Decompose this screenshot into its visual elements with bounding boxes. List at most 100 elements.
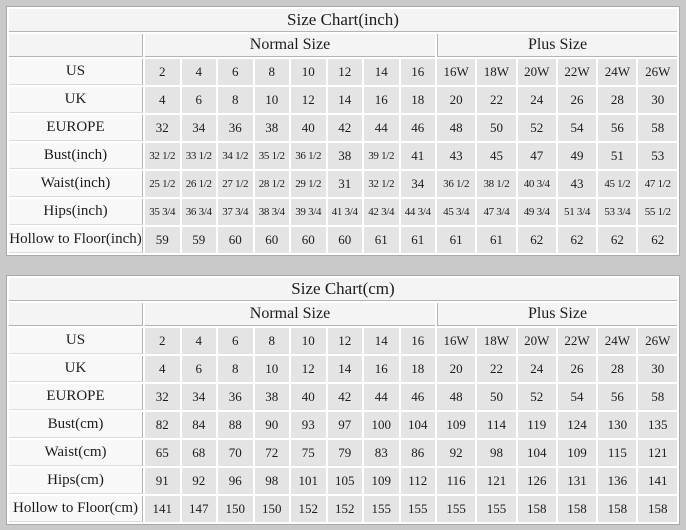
- size-cell: 48: [437, 384, 476, 410]
- size-cell: 24: [517, 356, 556, 382]
- size-cell: 150: [254, 496, 289, 522]
- size-cell: 126: [517, 468, 556, 494]
- size-cell: 59: [145, 227, 180, 253]
- size-cell: 53 3/4: [598, 199, 637, 225]
- size-cell: 8: [218, 356, 253, 382]
- size-cell: 155: [477, 496, 516, 522]
- size-cell: 52: [517, 115, 556, 141]
- size-cell: 50: [477, 384, 516, 410]
- size-cell: 104: [400, 412, 435, 438]
- size-cell: 124: [557, 412, 597, 438]
- size-cell: 155: [400, 496, 435, 522]
- size-cell: 28 1/2: [254, 171, 289, 197]
- size-cell: 121: [638, 440, 677, 466]
- row-label: Waist(cm): [9, 440, 143, 466]
- size-cell: 46: [400, 115, 435, 141]
- size-cell: 14: [364, 59, 399, 85]
- size-cell: 14: [327, 87, 362, 113]
- size-cell: 30: [638, 87, 677, 113]
- row-label: EUROPE: [9, 384, 143, 410]
- size-cell: 61: [477, 227, 516, 253]
- size-cell: 43: [557, 171, 597, 197]
- size-cell: 119: [517, 412, 556, 438]
- size-cell: 12: [291, 356, 326, 382]
- size-cell: 26: [557, 87, 597, 113]
- group-header-row: Normal Size Plus Size: [9, 34, 677, 57]
- size-cell: 38: [254, 384, 289, 410]
- size-cell: 14: [364, 328, 399, 354]
- row-label: EUROPE: [9, 115, 143, 141]
- row-label: Bust(inch): [9, 143, 143, 169]
- size-cell: 72: [254, 440, 289, 466]
- row-label: UK: [9, 87, 143, 113]
- size-cell: 32: [145, 115, 180, 141]
- table-row: Bust(cm) 82 84 88 90 93 97 100 104 109 114 119 124 13…: [9, 412, 677, 438]
- size-cell: 84: [181, 412, 216, 438]
- size-cell: 25 1/2: [145, 171, 180, 197]
- size-cell: 36 3/4: [181, 199, 216, 225]
- size-cell: 86: [400, 440, 435, 466]
- size-cell: 16: [364, 87, 399, 113]
- group-header-row: Normal Size Plus Size: [9, 303, 677, 326]
- size-cell: 20W: [517, 59, 556, 85]
- size-cell: 10: [254, 87, 289, 113]
- size-cell: 152: [327, 496, 362, 522]
- size-cell: 48: [437, 115, 476, 141]
- size-cell: 44 3/4: [400, 199, 435, 225]
- size-cell: 31: [327, 171, 362, 197]
- size-cell: 98: [477, 440, 516, 466]
- size-cell: 62: [557, 227, 597, 253]
- size-cell: 91: [145, 468, 180, 494]
- normal-size-header: Normal Size: [145, 34, 435, 57]
- size-cell: 45 1/2: [598, 171, 637, 197]
- size-cell: 4: [145, 356, 180, 382]
- size-cell: 39 1/2: [364, 143, 399, 169]
- size-cell: 10: [254, 356, 289, 382]
- size-cell: 49: [557, 143, 597, 169]
- size-cell: 62: [638, 227, 677, 253]
- table-row: Bust(inch) 32 1/2 33 1/2 34 1/2 35 1/2 36 1/2…: [9, 143, 677, 169]
- size-cell: 51 3/4: [557, 199, 597, 225]
- size-cell: 8: [254, 59, 289, 85]
- size-cell: 27 1/2: [218, 171, 253, 197]
- size-cell: 4: [181, 59, 216, 85]
- size-cell: 158: [557, 496, 597, 522]
- size-cell: 44: [364, 384, 399, 410]
- size-cell: 141: [638, 468, 677, 494]
- size-cell: 54: [557, 115, 597, 141]
- size-cell: 47 3/4: [477, 199, 516, 225]
- plus-size-header: Plus Size: [437, 34, 677, 57]
- size-cell: 39 3/4: [291, 199, 326, 225]
- size-chart-inch: Size Chart(inch) Normal Size Plus Size U…: [6, 6, 680, 256]
- size-cell: 62: [598, 227, 637, 253]
- size-chart-cm-table: Size Chart(cm) Normal Size Plus Size US 2…: [7, 276, 679, 524]
- size-chart-inch-table: Size Chart(inch) Normal Size Plus Size U…: [7, 7, 679, 255]
- size-cell: 52: [517, 384, 556, 410]
- size-cell: 49 3/4: [517, 199, 556, 225]
- table-row: Hollow to Floor(cm) 141 147 150 150 152 152 155…: [9, 496, 677, 522]
- size-cell: 24W: [598, 59, 637, 85]
- size-cell: 36: [218, 384, 253, 410]
- size-cell: 130: [598, 412, 637, 438]
- size-cell: 12: [327, 328, 362, 354]
- size-cell: 16: [364, 356, 399, 382]
- table-row: UK 4 6 8 10 12 14 16 18 20 22 24 26 28 30: [9, 87, 677, 113]
- size-cell: 8: [218, 87, 253, 113]
- size-cell: 136: [598, 468, 637, 494]
- size-cell: 109: [557, 440, 597, 466]
- size-cell: 29 1/2: [291, 171, 326, 197]
- size-cell: 35 1/2: [254, 143, 289, 169]
- size-cell: 93: [291, 412, 326, 438]
- size-cell: 41: [400, 143, 435, 169]
- size-cell: 50: [477, 115, 516, 141]
- table-title: Size Chart(cm): [9, 278, 677, 301]
- size-cell: 42 3/4: [364, 199, 399, 225]
- size-cell: 38: [254, 115, 289, 141]
- size-cell: 158: [638, 496, 677, 522]
- table-row: Hollow to Floor(inch) 59 59 60 60 60 60 61 61 61 6…: [9, 227, 677, 253]
- size-cell: 104: [517, 440, 556, 466]
- size-cell: 16: [400, 328, 435, 354]
- size-cell: 112: [400, 468, 435, 494]
- title-row: Size Chart(cm): [9, 278, 677, 301]
